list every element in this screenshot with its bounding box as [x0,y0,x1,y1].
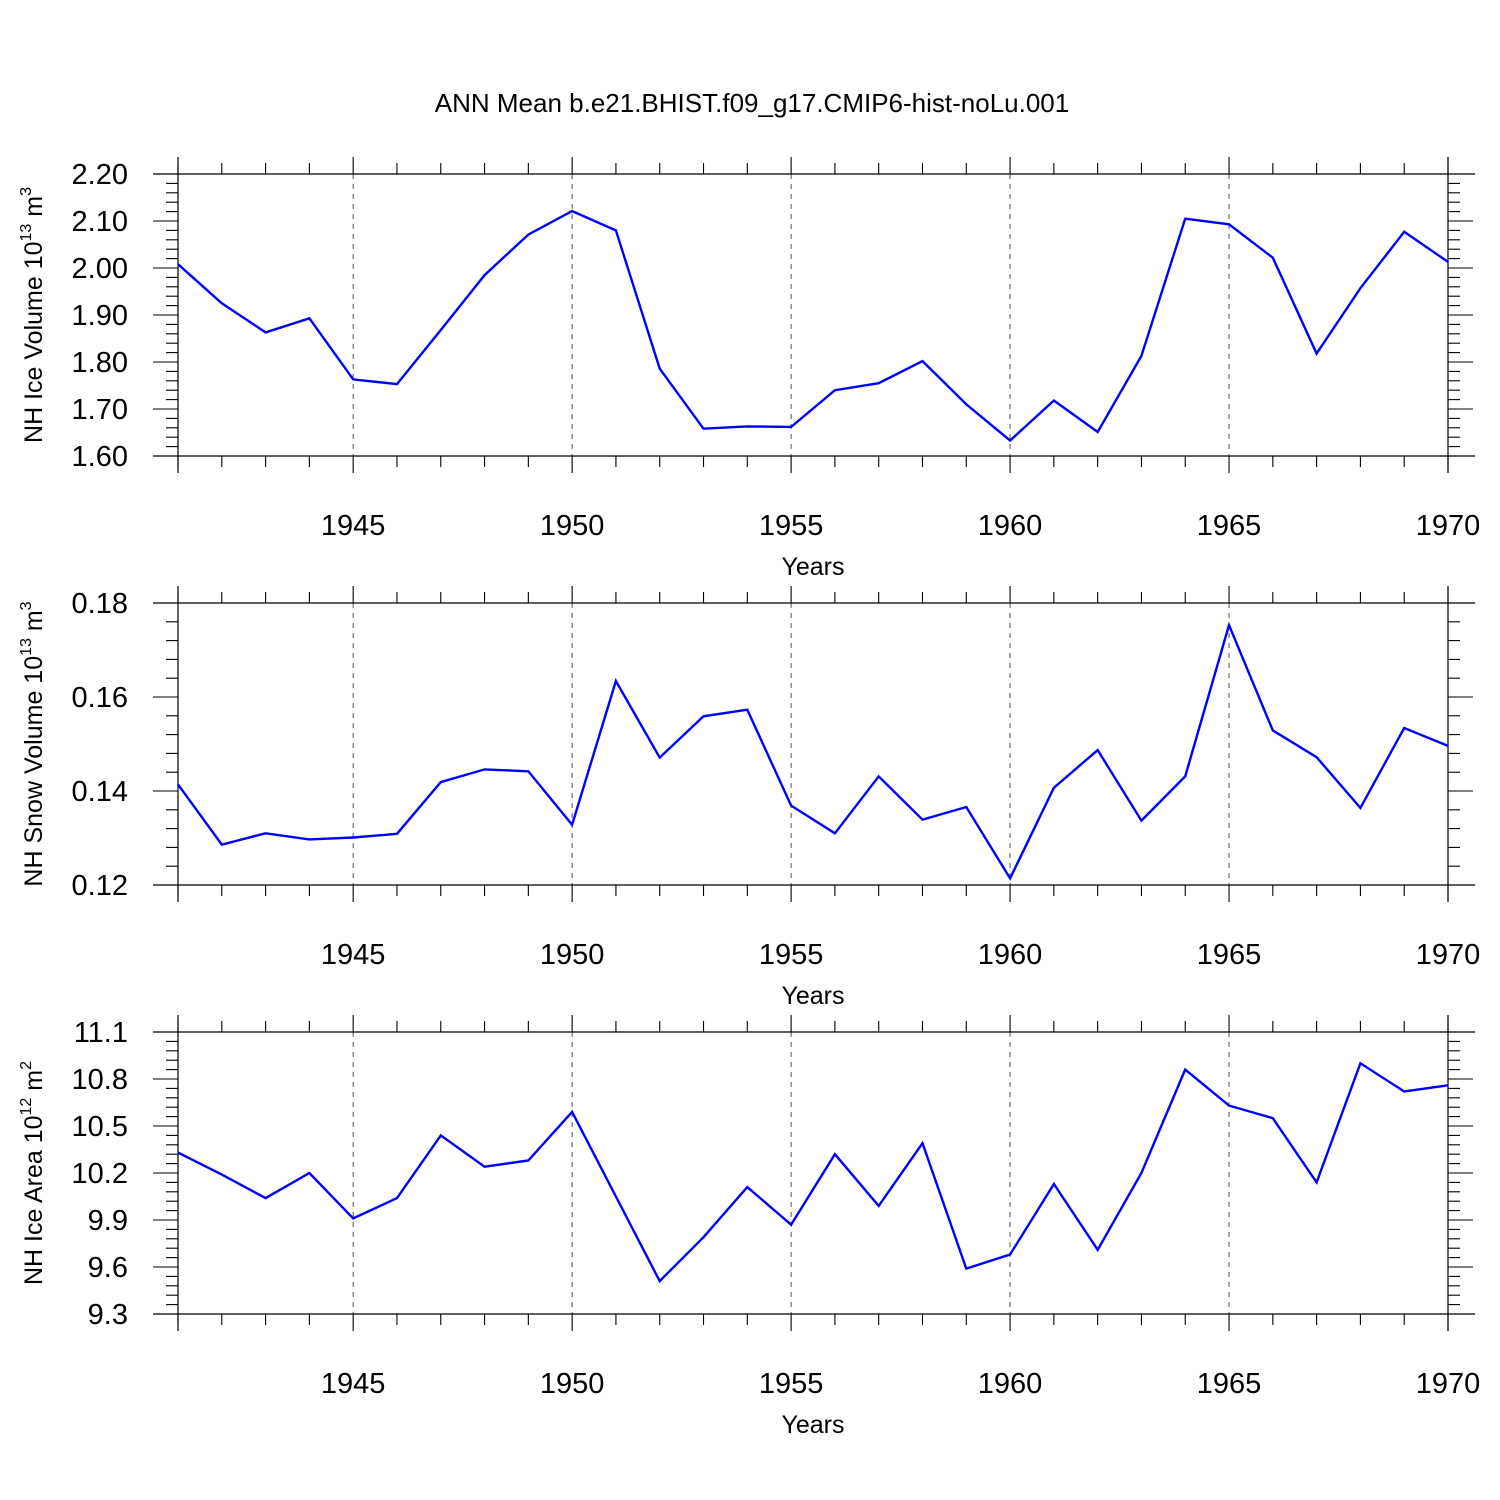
y-axis-label: NH Ice Area 1012 m2 [18,1061,48,1285]
y-tick-label: 9.6 [88,1252,128,1284]
y-axis-label: NH Ice Volume 1013 m3 [18,187,48,443]
y-tick-label: 1.80 [72,347,128,379]
x-tick-label: 1960 [978,1368,1043,1400]
series-line [177,1061,1449,1284]
x-tick-label: 1955 [759,1368,824,1400]
x-tick-label: 1955 [759,510,824,542]
x-tick-label: 1945 [321,939,386,971]
series-line [177,209,1449,443]
y-tick-label: 0.16 [72,682,128,714]
y-tick-label: 9.9 [88,1205,128,1237]
x-axis-label: Years [781,553,844,581]
x-axis-label: Years [781,1411,844,1439]
y-tick-label: 2.20 [72,159,128,191]
x-tick-label: 1970 [1416,939,1481,971]
y-tick-label: 10.8 [72,1064,128,1096]
y-tick-label: 9.3 [88,1299,128,1331]
y-axis-label: NH Snow Volume 1013 m3 [18,601,48,886]
y-tick-label: 2.10 [72,206,128,238]
series-line [177,621,1449,881]
x-tick-label: 1970 [1416,510,1481,542]
y-tick-label: 2.00 [72,253,128,285]
x-axis-label: Years [781,982,844,1010]
y-tick-label: 0.14 [72,776,128,808]
y-tick-label: 1.90 [72,300,128,332]
x-tick-label: 1960 [978,510,1043,542]
panel-2: 0.12 0.14 0.16 0.18 1945 1950 1955 1960 1965 1970… [18,586,1480,1010]
x-tick-label: 1960 [978,939,1043,971]
y-tick-label: 10.2 [72,1158,128,1190]
y-tick-label: 10.5 [72,1111,128,1143]
x-tick-label: 1965 [1197,939,1262,971]
y-tick-label: 11.1 [74,1017,128,1049]
x-tick-label: 1965 [1197,1368,1262,1400]
y-tick-label: 0.12 [72,870,128,902]
x-tick-label: 1965 [1197,510,1262,542]
x-tick-label: 1945 [321,1368,386,1400]
x-tick-label: 1950 [540,1368,605,1400]
figure-title: ANN Mean b.e21.BHIST.f09_g17.CMIP6-hist-… [435,88,1069,118]
panels: 1.60 1.70 1.80 1.90 2.00 2.10 2.20 1945 1950 1955… [18,157,1480,1439]
x-tick-label: 1955 [759,939,824,971]
panel-1: 1.60 1.70 1.80 1.90 2.00 2.10 2.20 1945 1950 1955… [18,157,1480,581]
x-tick-label: 1950 [540,939,605,971]
y-tick-label: 0.18 [72,588,128,620]
y-tick-label: 1.60 [72,441,128,473]
panel-3: 9.3 9.6 9.9 10.2 10.5 10.8 11.1 1945 1950 1955 196… [18,1015,1480,1439]
x-tick-label: 1950 [540,510,605,542]
x-tick-label: 1970 [1416,1368,1481,1400]
x-tick-label: 1945 [321,510,386,542]
y-tick-label: 1.70 [72,394,128,426]
